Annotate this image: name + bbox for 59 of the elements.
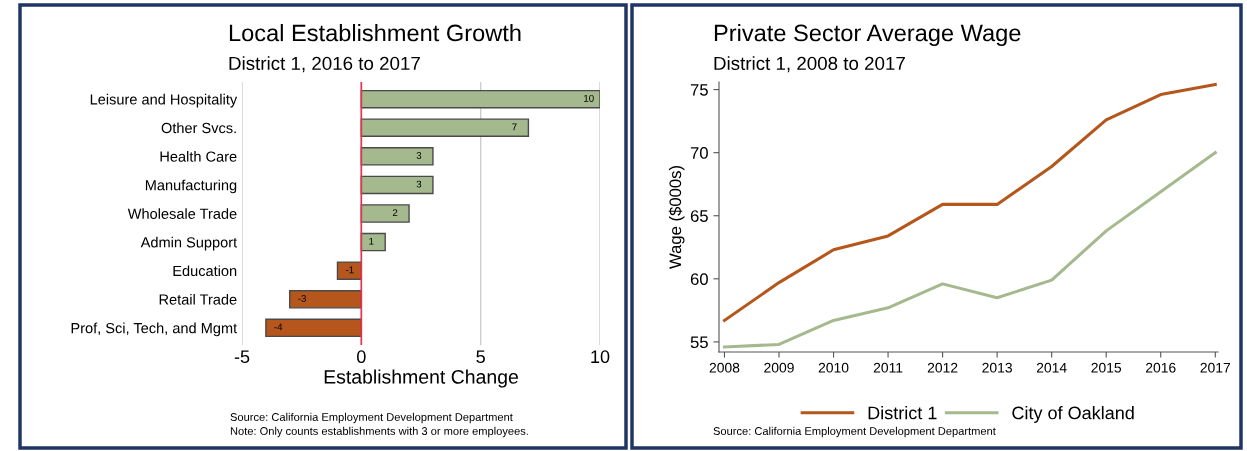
bar (289, 289, 363, 309)
bar (336, 261, 363, 280)
text: Note: Only counts establishments with 3 or more employees. (230, 426, 528, 438)
y-tick-label: Other Svcs. (161, 122, 236, 134)
source-note: Source: California Employment Development Department (713, 426, 996, 438)
x-tick-label: 2016 (1145, 362, 1176, 373)
y-axis-title: Wage ($000s) (668, 166, 685, 269)
chart-title: Private Sector Average Wage (714, 24, 1021, 47)
x-tick-label: 2011 (873, 362, 903, 373)
x-tick-label: 2015 (1091, 362, 1122, 373)
x-tick-label: 0 (357, 350, 366, 364)
data-label: -1 (345, 266, 354, 274)
y-tick-label: Wholesale Trade (127, 208, 237, 219)
bar (360, 118, 530, 138)
y-tick-label: Education (173, 265, 237, 277)
data-label: 1 (369, 237, 374, 245)
x-tick-label: 2014 (1036, 362, 1067, 373)
bar (360, 147, 434, 166)
y-tick-label: 65 (690, 210, 708, 222)
x-tick-label: 2009 (764, 362, 794, 373)
y-tick-label: Prof, Sci, Tech, and Mgmt (71, 322, 238, 337)
y-tick-label: Admin Support (140, 236, 238, 251)
legend-label: District 1 (868, 406, 937, 420)
bar (265, 318, 363, 338)
bar (360, 232, 386, 252)
chart-title: Local Establishment Growth (229, 24, 521, 42)
y-tick-label: Retail Trade (159, 293, 237, 305)
x-tick-label: 5 (476, 350, 485, 364)
x-axis-title: Establishment Change (324, 369, 518, 388)
bar (360, 89, 600, 109)
data-label: 10 (584, 94, 594, 102)
x-tick-label: 2010 (818, 362, 849, 373)
y-tick-label: Leisure and Hospitality (90, 93, 238, 108)
line-series (722, 82, 1217, 322)
y-tick-label: Manufacturing (145, 179, 237, 194)
x-tick-label: 2008 (709, 362, 740, 373)
x-tick-label: 10 (591, 350, 610, 364)
x-tick-label: -5 (234, 350, 250, 364)
x-tick-label: 2017 (1200, 362, 1231, 373)
data-label: 3 (416, 152, 422, 159)
data-label: 7 (512, 123, 517, 131)
bar (360, 175, 434, 195)
data-label: 3 (416, 180, 422, 188)
legend-label: City of Oakland (1012, 406, 1134, 423)
data-label: -3 (298, 294, 306, 302)
bar (360, 204, 410, 223)
chart-subtitle: District 1, 2008 to 2017 (714, 56, 905, 73)
x-tick-label: 2012 (927, 362, 958, 373)
source-note: Source: California Employment Development Department (230, 412, 513, 424)
line-series (722, 151, 1217, 349)
x-tick-label: 2013 (982, 362, 1012, 373)
y-tick-label: 55 (690, 336, 708, 349)
y-tick-label: 60 (690, 273, 708, 286)
chart-subtitle: District 1, 2016 to 2017 (229, 56, 420, 73)
y-tick-label: 70 (690, 147, 708, 159)
y-tick-label: Health Care (160, 151, 237, 162)
data-label: 2 (392, 209, 398, 217)
data-label: -4 (274, 323, 283, 331)
y-tick-label: 75 (690, 84, 708, 96)
